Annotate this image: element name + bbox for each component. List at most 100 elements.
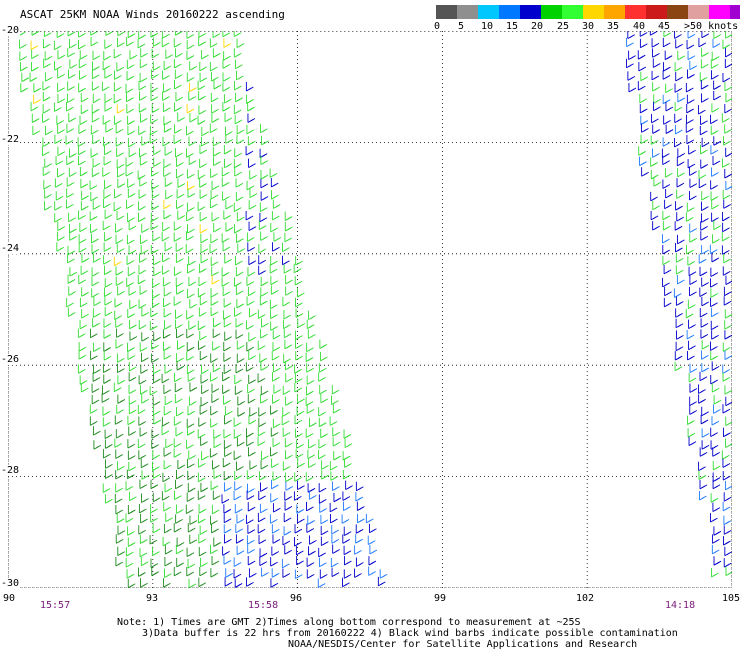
y-tick-label: -22 [0, 134, 21, 145]
wind-barb [77, 364, 86, 374]
wind-barb [177, 178, 186, 188]
wind-barb [713, 31, 722, 39]
wind-barb [223, 342, 231, 352]
wind-barb [248, 158, 256, 168]
wind-barb [260, 385, 269, 396]
wind-barb [211, 383, 220, 394]
wind-barb [697, 105, 706, 115]
wind-barb [78, 156, 86, 166]
legend-swatch [583, 5, 604, 19]
wind-barb [234, 167, 242, 177]
wind-barb [698, 178, 707, 189]
wind-barb [42, 81, 51, 91]
wind-barb [723, 296, 732, 306]
wind-barb [233, 557, 242, 567]
wind-barb [221, 167, 230, 177]
wind-barb [211, 556, 220, 566]
wind-barb [713, 80, 721, 90]
wind-barb [116, 210, 125, 221]
wind-barb [139, 479, 148, 490]
wind-barb [177, 112, 185, 122]
wind-barb [332, 404, 341, 414]
wind-barb [320, 428, 328, 439]
wind-barb [247, 113, 256, 123]
wind-barb [103, 189, 112, 199]
wind-barb [711, 70, 719, 80]
swath-time-label: 15:57 [40, 600, 71, 611]
wind-barb [150, 558, 159, 568]
wind-barb [637, 50, 646, 60]
wind-barb [141, 136, 150, 146]
wind-barb [174, 393, 183, 404]
wind-barb [293, 491, 302, 501]
wind-barb [162, 252, 170, 263]
wind-barb [689, 166, 697, 176]
wind-barb [189, 82, 197, 93]
wind-barb [140, 458, 149, 469]
wind-barb [221, 267, 230, 277]
wind-barb [162, 70, 170, 80]
wind-barb [209, 38, 218, 48]
wind-barb [675, 318, 684, 329]
wind-barb [173, 38, 182, 48]
wind-barb [200, 436, 208, 446]
legend-label: 35 [607, 21, 620, 32]
wind-barb [342, 491, 351, 501]
wind-barb [331, 395, 339, 406]
wind-barb [225, 134, 234, 144]
wind-barb [247, 267, 256, 277]
wind-barb [283, 319, 291, 330]
wind-barb [343, 526, 352, 537]
legend-label: 5 [458, 21, 465, 32]
wind-barb [320, 514, 329, 525]
wind-barb [236, 134, 245, 145]
wind-barb [199, 144, 208, 155]
wind-barb [104, 102, 113, 112]
wind-barb [105, 123, 114, 133]
wind-barb [79, 70, 87, 80]
wind-barb [188, 136, 197, 147]
wind-barb [163, 116, 172, 126]
wind-barb [282, 568, 291, 578]
wind-barb [233, 569, 242, 579]
wind-barb [234, 224, 242, 234]
wind-barb [198, 417, 207, 427]
wind-barb [271, 568, 280, 578]
wind-barb [306, 342, 314, 353]
wind-barb [198, 105, 207, 115]
wind-barb [686, 329, 695, 340]
wind-barb [151, 48, 160, 59]
wind-barb [700, 159, 709, 169]
wind-barb [701, 362, 710, 373]
wind-barb [201, 136, 209, 147]
wind-barb [223, 395, 231, 405]
wind-barb [163, 123, 172, 133]
wind-barb [245, 81, 254, 92]
wind-barb [689, 233, 697, 243]
wind-barb [68, 112, 76, 123]
wind-barb [221, 233, 230, 243]
wind-barb [675, 39, 683, 49]
wind-barb [128, 395, 137, 405]
wind-barb [249, 188, 258, 198]
wind-barb [662, 179, 671, 189]
wind-barb [209, 199, 218, 209]
wind-barb [138, 103, 147, 113]
wind-barb [711, 361, 720, 371]
wind-barb [233, 104, 242, 115]
wind-barb [138, 567, 146, 577]
wind-barb [650, 135, 659, 145]
wind-barb [332, 481, 340, 492]
wind-barb [272, 471, 281, 481]
wind-barb [138, 525, 147, 535]
wind-barb [198, 307, 207, 317]
wind-barb [650, 157, 658, 167]
wind-barb [725, 416, 732, 427]
wind-barb [260, 155, 269, 166]
wind-barb [209, 244, 218, 254]
wind-barb [189, 299, 198, 309]
wind-barb [688, 436, 697, 447]
wind-barb [42, 39, 51, 49]
wind-barb [650, 191, 658, 202]
wind-barb [330, 471, 339, 481]
